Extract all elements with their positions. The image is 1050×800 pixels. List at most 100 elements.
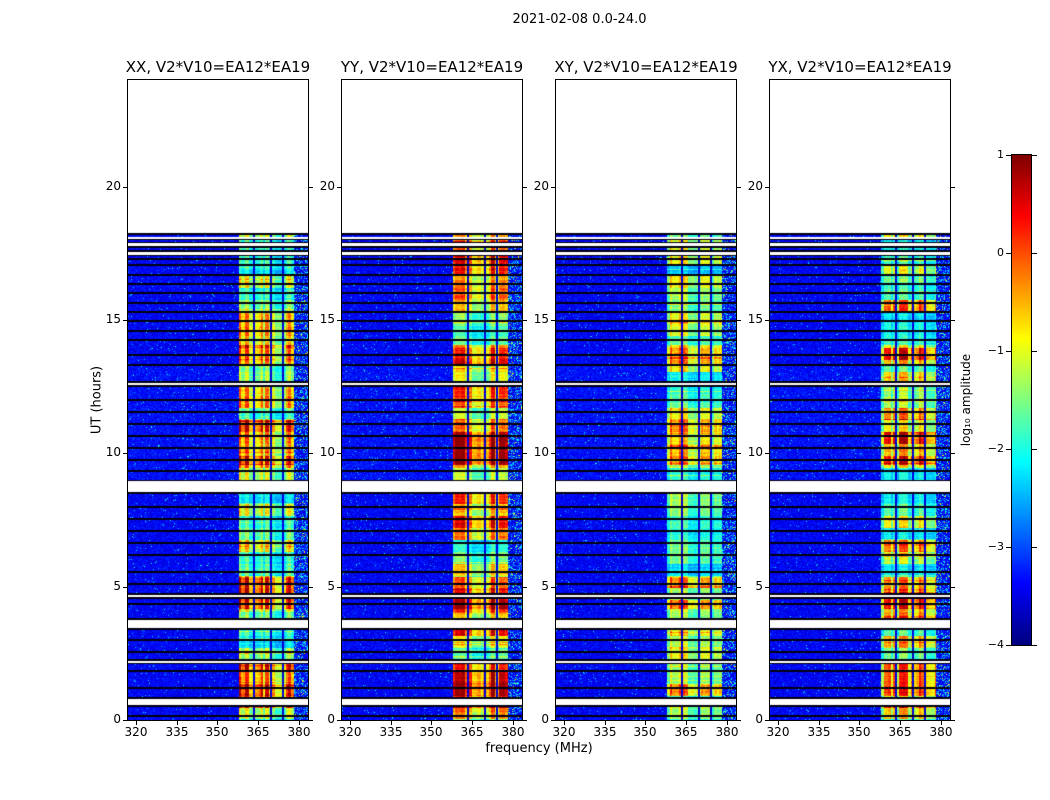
- y-tick-mark: [523, 720, 527, 721]
- y-tick-mark: [309, 587, 313, 588]
- colorbar-gradient: [1012, 155, 1031, 645]
- x-tick-label: 350: [633, 725, 657, 739]
- colorbar-tick-label: −4: [987, 638, 1004, 651]
- x-tick-mark: [472, 721, 473, 725]
- y-tick-mark: [737, 187, 741, 188]
- y-tick-label: 0: [113, 712, 121, 726]
- y-tick-mark: [309, 187, 313, 188]
- y-tick-mark: [309, 720, 313, 721]
- spectrogram-canvas-xx: [128, 80, 308, 720]
- x-tick-mark: [350, 721, 351, 725]
- panel-title-xx: XX, V2*V10=EA12*EA19: [125, 58, 311, 76]
- x-tick-label: 335: [165, 725, 189, 739]
- y-tick-mark: [765, 187, 769, 188]
- spectrogram-canvas-yx: [770, 80, 950, 720]
- x-tick-label: 335: [379, 725, 403, 739]
- y-tick-mark: [765, 587, 769, 588]
- x-tick-mark: [819, 721, 820, 725]
- y-tick-mark: [551, 453, 555, 454]
- y-tick-label: 20: [319, 179, 335, 193]
- colorbar-tick-mark: [1006, 155, 1011, 156]
- x-tick-label: 365: [246, 725, 270, 739]
- colorbar-tick-mark: [1032, 547, 1037, 548]
- y-tick-label: 10: [533, 445, 549, 459]
- colorbar-tick-mark: [1006, 547, 1011, 548]
- x-tick-mark: [941, 721, 942, 725]
- x-tick-mark: [258, 721, 259, 725]
- y-tick-mark: [337, 320, 341, 321]
- y-tick-mark: [523, 587, 527, 588]
- x-tick-label: 350: [419, 725, 443, 739]
- x-tick-mark: [136, 721, 137, 725]
- x-tick-mark: [859, 721, 860, 725]
- y-tick-mark: [551, 320, 555, 321]
- x-axis-label: frequency (MHz): [485, 741, 593, 756]
- colorbar-tick-label: 1: [997, 148, 1004, 161]
- colorbar-label: log₁₀ amplitude: [959, 353, 973, 447]
- x-tick-label: 380: [501, 725, 525, 739]
- x-tick-label: 350: [847, 725, 871, 739]
- colorbar-tick-label: −2: [987, 442, 1004, 455]
- y-tick-label: 10: [747, 445, 763, 459]
- panel-title-yx: YX, V2*V10=EA12*EA19: [768, 58, 952, 76]
- x-tick-label: 320: [338, 725, 362, 739]
- x-tick-label: 380: [287, 725, 311, 739]
- x-tick-mark: [605, 721, 606, 725]
- colorbar-tick-mark: [1006, 645, 1011, 646]
- x-tick-label: 320: [552, 725, 576, 739]
- y-tick-mark: [737, 720, 741, 721]
- x-tick-mark: [727, 721, 728, 725]
- y-tick-mark: [337, 587, 341, 588]
- figure-title: 2021-02-08 0.0-24.0: [512, 12, 647, 27]
- y-tick-mark: [737, 320, 741, 321]
- y-tick-label: 0: [541, 712, 549, 726]
- panel-xx: [127, 79, 309, 721]
- y-tick-label: 5: [755, 579, 763, 593]
- x-tick-label: 380: [929, 725, 953, 739]
- x-tick-label: 365: [674, 725, 698, 739]
- y-tick-mark: [951, 320, 955, 321]
- x-tick-label: 335: [593, 725, 617, 739]
- colorbar-tick-label: −1: [987, 344, 1004, 357]
- x-tick-label: 365: [460, 725, 484, 739]
- y-tick-mark: [523, 187, 527, 188]
- panel-yy: [341, 79, 523, 721]
- x-tick-mark: [299, 721, 300, 725]
- y-tick-mark: [337, 187, 341, 188]
- x-tick-label: 365: [888, 725, 912, 739]
- colorbar-tick-label: −3: [987, 540, 1004, 553]
- spectrogram-canvas-yy: [342, 80, 522, 720]
- x-tick-label: 320: [766, 725, 790, 739]
- x-tick-mark: [686, 721, 687, 725]
- panel-xy: [555, 79, 737, 721]
- y-tick-label: 5: [113, 579, 121, 593]
- x-tick-mark: [564, 721, 565, 725]
- panel-yx: [769, 79, 951, 721]
- y-tick-mark: [765, 320, 769, 321]
- colorbar-tick-mark: [1006, 449, 1011, 450]
- x-tick-mark: [778, 721, 779, 725]
- y-tick-mark: [951, 587, 955, 588]
- y-tick-label: 15: [533, 312, 549, 326]
- y-tick-label: 20: [747, 179, 763, 193]
- y-tick-mark: [765, 720, 769, 721]
- y-tick-mark: [123, 720, 127, 721]
- x-tick-mark: [645, 721, 646, 725]
- colorbar-tick-mark: [1032, 449, 1037, 450]
- x-tick-mark: [900, 721, 901, 725]
- y-tick-mark: [123, 187, 127, 188]
- y-tick-label: 10: [319, 445, 335, 459]
- y-tick-label: 15: [747, 312, 763, 326]
- colorbar-tick-mark: [1006, 351, 1011, 352]
- colorbar-tick-mark: [1032, 351, 1037, 352]
- y-tick-label: 20: [105, 179, 121, 193]
- x-tick-mark: [513, 721, 514, 725]
- colorbar-tick-mark: [1032, 253, 1037, 254]
- colorbar-tick-label: 0: [997, 246, 1004, 259]
- x-tick-label: 335: [807, 725, 831, 739]
- y-tick-label: 20: [533, 179, 549, 193]
- y-tick-label: 0: [755, 712, 763, 726]
- y-tick-mark: [551, 720, 555, 721]
- y-tick-label: 5: [541, 579, 549, 593]
- y-tick-mark: [765, 453, 769, 454]
